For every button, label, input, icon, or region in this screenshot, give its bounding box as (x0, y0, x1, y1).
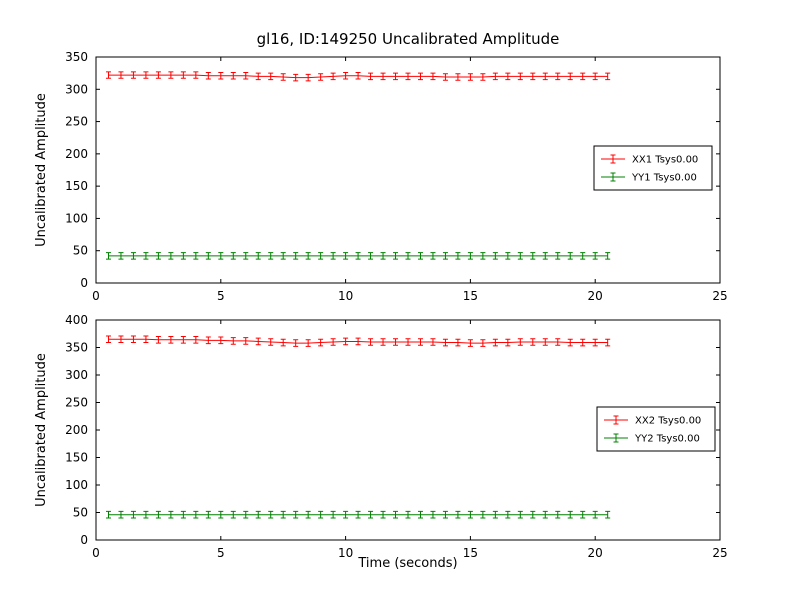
axis-frame (95, 56, 721, 284)
y-axis-ticks: 0 50 100 150 200 250 300 350 400 (65, 313, 720, 547)
y-tick-label: 50 (73, 506, 88, 520)
y-tick-label: 200 (65, 423, 88, 437)
series-xx1 (105, 71, 611, 82)
series-yy1 (105, 252, 611, 260)
legend-box (596, 406, 716, 452)
x-tick-label: 15 (463, 546, 478, 560)
y-tick-label: 0 (80, 276, 88, 290)
x-axis-ticks: 0 5 10 15 20 25 (92, 320, 728, 560)
y-tick-label: 0 (80, 533, 88, 547)
x-axis-label: Time (seconds) (357, 556, 457, 571)
y-tick-label: 250 (65, 115, 88, 129)
y-tick-label: 250 (65, 396, 88, 410)
error-bars (105, 252, 611, 260)
x-tick-label: 15 (463, 289, 478, 303)
legend-marker (613, 415, 619, 425)
legend-label: YY2 Tsys0.00 (634, 434, 700, 445)
x-tick-label: 25 (712, 546, 727, 560)
y-tick-label: 100 (65, 478, 88, 492)
bottom-y-axis-label: Uncalibrated Amplitude (34, 353, 49, 507)
x-tick-label: 10 (338, 546, 353, 560)
legend-label: XX1 Tsys0.00 (632, 155, 698, 166)
series-xx2 (105, 335, 611, 347)
series-yy2 (105, 510, 611, 519)
legend: XX2 Tsys0.00 YY2 Tsys0.00 (596, 406, 716, 452)
legend-marker (610, 154, 616, 164)
x-tick-label: 5 (217, 289, 225, 303)
error-bars (105, 335, 611, 347)
chart-title: gl16, ID:149250 Uncalibrated Amplitude (257, 30, 560, 48)
y-tick-label: 200 (65, 147, 88, 161)
y-tick-label: 350 (65, 50, 88, 64)
top-y-axis-label: Uncalibrated Amplitude (34, 93, 49, 247)
error-bars (105, 71, 611, 82)
y-tick-label: 300 (65, 82, 88, 96)
x-tick-label: 10 (338, 289, 353, 303)
y-tick-label: 50 (73, 244, 88, 258)
y-tick-label: 100 (65, 211, 88, 225)
y-tick-label: 300 (65, 368, 88, 382)
y-tick-label: 150 (65, 179, 88, 193)
x-tick-label: 25 (712, 289, 727, 303)
error-bars (105, 510, 611, 519)
legend: XX1 Tsys0.00 YY1 Tsys0.00 (593, 145, 713, 191)
legend-box (593, 145, 713, 191)
legend-marker (613, 433, 619, 443)
y-axis-ticks: 0 50 100 150 200 250 300 350 (65, 50, 720, 290)
x-tick-label: 0 (92, 289, 100, 303)
x-tick-label: 0 (92, 546, 100, 560)
legend-label: YY1 Tsys0.00 (631, 173, 697, 184)
y-tick-label: 150 (65, 451, 88, 465)
legend-label: XX2 Tsys0.00 (635, 416, 701, 427)
x-tick-label: 20 (588, 289, 603, 303)
y-tick-label: 400 (65, 313, 88, 327)
y-tick-label: 350 (65, 341, 88, 355)
x-tick-label: 5 (217, 546, 225, 560)
x-axis-ticks: 0 5 10 15 20 25 (92, 57, 728, 303)
legend-marker (610, 172, 616, 182)
x-tick-label: 20 (588, 546, 603, 560)
